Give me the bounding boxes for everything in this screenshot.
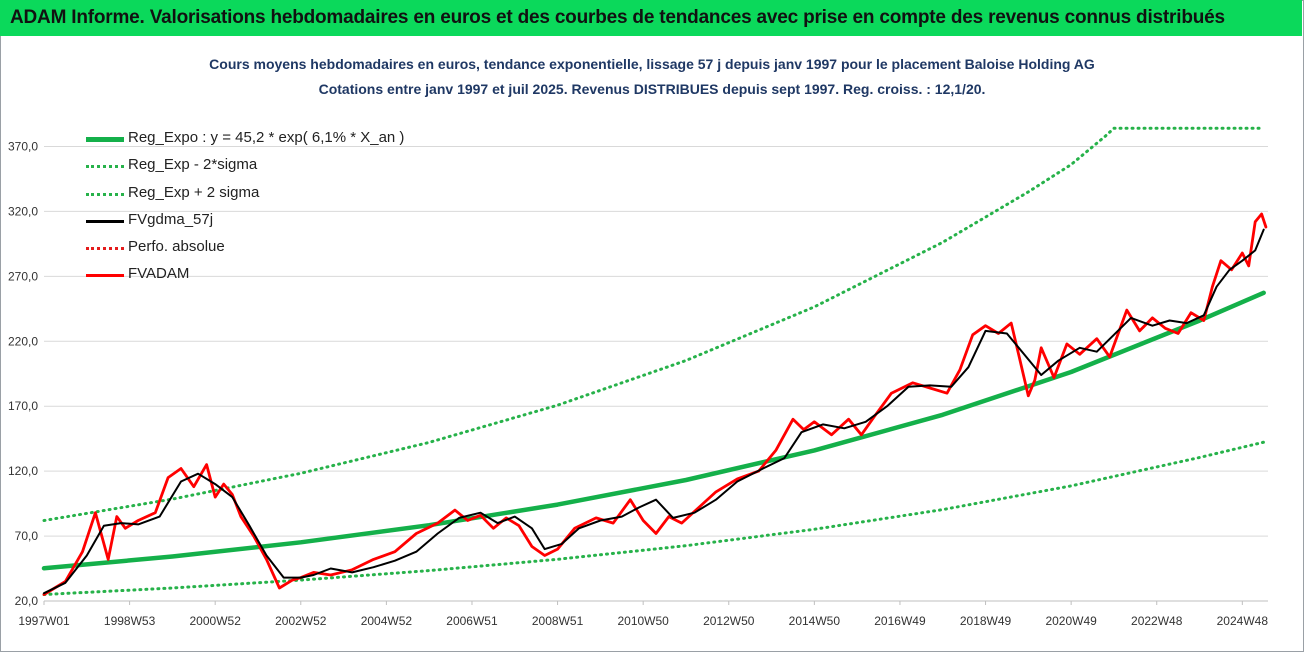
series-line-2	[42, 126, 1266, 522]
legend-swatch	[86, 165, 124, 169]
legend-label: FVgdma_57j	[128, 210, 214, 228]
header-banner: ADAM Informe. Valorisations hebdomadaire…	[0, 0, 1302, 36]
x-tick-label: 2018W49	[960, 614, 1012, 628]
series-line-1	[42, 440, 1266, 596]
legend-label: FVADAM	[128, 265, 190, 283]
x-tick-label: 2016W49	[874, 614, 926, 628]
x-tick-label: 1997W01	[18, 614, 70, 628]
y-tick-label: 220,0	[8, 334, 38, 348]
x-tick-label: 2002W52	[275, 614, 327, 628]
x-tick-label: 2004W52	[361, 614, 413, 628]
y-tick-label: 320,0	[8, 204, 38, 218]
legend-label: Reg_Exp + 2 sigma	[128, 183, 260, 201]
grid-lines	[43, 145, 1268, 605]
banner-title: ADAM Informe. Valorisations hebdomadaire…	[10, 7, 1225, 28]
series-lines	[41, 126, 1268, 596]
x-tick-label: 1998W53	[104, 614, 156, 628]
legend-swatch	[86, 247, 124, 251]
x-tick-label: 2006W51	[446, 614, 498, 628]
legend-swatch	[86, 137, 124, 142]
chart-title: Cours moyens hebdomadaires en euros, ten…	[209, 56, 1095, 72]
legend-label: Reg_Exp - 2*sigma	[128, 156, 258, 174]
x-tick-label: 2010W50	[617, 614, 669, 628]
y-tick-label: 170,0	[8, 399, 38, 413]
y-tick-label: 120,0	[8, 464, 38, 478]
series-line-3	[43, 228, 1265, 595]
y-axis-ticks: 20,0 70,0 120,0 170,0 220,0 270,0 320,0 370,0	[8, 139, 38, 608]
legend-label: Perfo. absolue	[128, 238, 225, 256]
x-axis-ticks: 1997W01 1998W53 2000W52 2002W52 2004W52 2006W…	[18, 614, 1268, 628]
series-line-0	[41, 290, 1266, 571]
y-tick-label: 70,0	[15, 529, 39, 543]
chart-subtitle: Cotations entre janv 1997 et juil 2025. …	[318, 81, 986, 97]
series-line-5	[42, 212, 1268, 596]
x-tick-label: 2022W48	[1131, 614, 1183, 628]
x-tick-label: 2020W49	[1045, 614, 1097, 628]
x-tick-label: 2008W51	[532, 614, 584, 628]
y-tick-label: 370,0	[8, 139, 38, 153]
y-tick-label: 20,0	[15, 594, 39, 608]
legend-label: Reg_Expo : y = 45,2 * exp( 6,1% * X_an )	[128, 129, 405, 146]
y-tick-label: 270,0	[8, 269, 38, 283]
x-tick-label: 2014W50	[789, 614, 841, 628]
legend-swatch	[86, 219, 124, 223]
legend-swatch	[86, 274, 124, 278]
x-tick-label: 2024W48	[1217, 614, 1269, 628]
x-tick-label: 2000W52	[190, 614, 242, 628]
legend-swatch	[86, 192, 124, 196]
x-tick-label: 2012W50	[703, 614, 755, 628]
